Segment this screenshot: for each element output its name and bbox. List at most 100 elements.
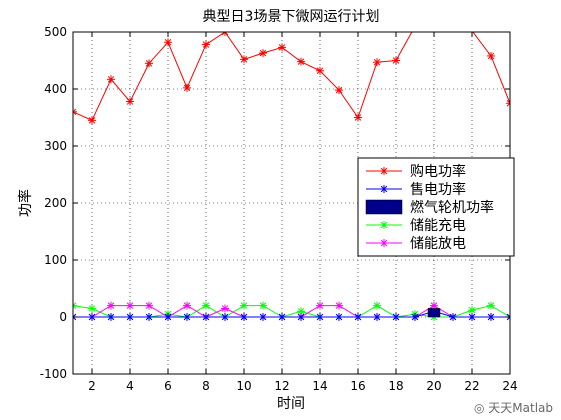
- data-point: [183, 83, 191, 92]
- legend-label: 储能充电: [410, 218, 466, 234]
- y-tick-label: 100: [44, 253, 67, 267]
- data-point: [487, 301, 495, 310]
- data-point: [278, 313, 286, 321]
- data-point: [107, 301, 115, 310]
- x-tick-label: 4: [126, 379, 134, 393]
- x-tick-label: 24: [502, 379, 517, 393]
- data-point: [107, 75, 115, 84]
- data-point: [221, 313, 229, 321]
- x-tick-label: 16: [350, 379, 365, 393]
- wechat-icon: ◎: [473, 401, 485, 415]
- legend-item: 购电功率: [366, 163, 466, 180]
- data-point: [126, 97, 134, 106]
- data-point: [240, 55, 248, 64]
- data-point: [202, 313, 210, 321]
- data-point: [183, 301, 191, 310]
- data-point: [335, 313, 343, 321]
- series-line: [73, 305, 510, 318]
- data-point: [145, 301, 153, 310]
- x-tick-label: 2: [88, 379, 96, 393]
- data-point: [73, 107, 77, 116]
- data-point: [506, 99, 510, 108]
- data-point: [88, 116, 96, 125]
- y-axis-label: 功率: [17, 189, 34, 217]
- data-point: [373, 58, 381, 67]
- y-tick-label: 500: [44, 25, 67, 39]
- legend-item: 储能放电: [366, 236, 466, 252]
- data-point: [259, 313, 267, 321]
- data-point: [468, 313, 476, 321]
- y-tick-label: -100: [40, 367, 67, 381]
- legend-label: 储能放电: [410, 236, 466, 252]
- x-tick-label: 6: [164, 379, 172, 393]
- series-layer: [73, 32, 510, 321]
- legend-label: 燃气轮机功率: [410, 199, 494, 216]
- data-point: [354, 113, 362, 122]
- series-5: [73, 301, 510, 321]
- series-4: [73, 301, 510, 321]
- data-point: [373, 301, 381, 310]
- legend-label: 售电功率: [410, 181, 466, 198]
- legend-item: 燃气轮机功率: [365, 199, 494, 216]
- data-point: [126, 301, 134, 310]
- data-point: [164, 38, 172, 47]
- data-point: [126, 313, 134, 321]
- x-tick-label: 14: [312, 379, 327, 393]
- data-point: [316, 66, 324, 75]
- series-2: [73, 307, 510, 321]
- legend-marker: [380, 185, 388, 193]
- data-point: [145, 313, 153, 321]
- x-tick-label: 20: [426, 379, 441, 393]
- legend-label: 购电功率: [410, 163, 466, 180]
- data-point: [88, 313, 96, 321]
- data-point: [411, 313, 419, 321]
- x-axis-label: 时间: [277, 396, 305, 412]
- x-tick-label: 10: [236, 379, 251, 393]
- y-tick-label: 200: [44, 196, 67, 210]
- data-point: [316, 301, 324, 310]
- bar-mark: [427, 308, 441, 318]
- legend-swatch: [365, 199, 403, 215]
- legend-marker: [380, 239, 388, 247]
- legend-marker: [380, 167, 388, 175]
- data-point: [107, 313, 115, 321]
- data-point: [259, 49, 267, 58]
- data-point: [221, 304, 229, 313]
- data-point: [183, 313, 191, 321]
- y-tick-label: 0: [59, 310, 67, 324]
- data-point: [373, 313, 381, 321]
- x-tick-label: 18: [388, 379, 403, 393]
- data-point: [487, 313, 495, 321]
- data-point: [335, 86, 343, 95]
- data-point: [487, 51, 495, 60]
- y-tick-label: 300: [44, 139, 67, 153]
- series-1: [73, 32, 510, 125]
- data-point: [354, 313, 362, 321]
- chart-title: 典型日3场景下微网运行计划: [203, 9, 380, 25]
- data-point: [164, 313, 172, 321]
- series-line: [73, 32, 510, 122]
- data-point: [88, 304, 96, 313]
- data-point: [468, 306, 476, 315]
- y-tick-label: 400: [44, 82, 67, 96]
- data-point: [240, 313, 248, 321]
- data-point: [202, 40, 210, 49]
- data-point: [297, 57, 305, 66]
- x-tick-label: 22: [464, 379, 479, 393]
- data-point: [316, 313, 324, 321]
- data-point: [392, 56, 400, 65]
- data-point: [73, 301, 77, 310]
- data-point: [240, 301, 248, 310]
- legend-marker: [380, 221, 388, 229]
- legend-item: 储能充电: [366, 218, 466, 234]
- data-point: [278, 43, 286, 52]
- series-3: [427, 308, 441, 318]
- data-point: [392, 313, 400, 321]
- data-point: [335, 301, 343, 310]
- data-point: [259, 301, 267, 310]
- x-tick-label: 8: [202, 379, 210, 393]
- data-point: [297, 313, 305, 321]
